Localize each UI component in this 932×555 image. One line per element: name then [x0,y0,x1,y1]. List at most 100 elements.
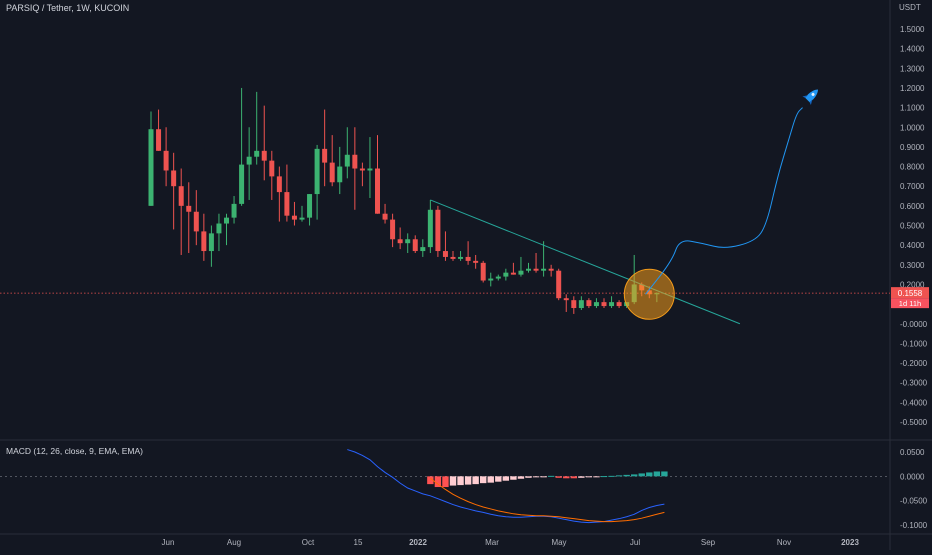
candle-down[interactable] [435,209,441,252]
candle-down[interactable] [601,302,607,307]
macd-histogram-bar[interactable] [631,474,638,477]
candle-down[interactable] [352,154,358,169]
candle-up[interactable] [314,148,320,195]
candle-down[interactable] [556,270,562,299]
candle-down[interactable] [359,168,365,171]
descending-trendline[interactable] [430,199,741,325]
candle-up[interactable] [246,156,252,165]
macd-histogram-bar[interactable] [578,476,585,478]
candle-up[interactable] [344,154,350,167]
candle-up[interactable] [148,129,154,206]
candle-down[interactable] [375,168,380,214]
macd-histogram-bar[interactable] [480,476,487,484]
candle-up[interactable] [609,302,615,307]
macd-histogram-bar[interactable] [608,475,615,477]
candle-up[interactable] [224,217,229,224]
macd-histogram-bar[interactable] [540,476,547,478]
macd-indicator-label[interactable]: MACD (12, 26, close, 9, EMA, EMA) [6,446,143,456]
candle-down[interactable] [480,262,486,281]
candle-down[interactable] [322,148,328,163]
macd-histogram-bar[interactable] [661,471,668,477]
highlight-circle[interactable] [623,268,675,320]
candle-up[interactable] [488,278,494,281]
candle-down[interactable] [465,256,471,261]
macd-histogram-bar[interactable] [563,476,570,479]
candle-up[interactable] [208,233,214,252]
candle-down[interactable] [193,211,199,232]
candle-up[interactable] [239,164,245,204]
macd-histogram-bar[interactable] [600,476,608,478]
candle-down[interactable] [284,192,290,216]
candle-up[interactable] [578,300,584,309]
macd-histogram-bar[interactable] [638,473,645,477]
candle-down[interactable] [186,205,192,212]
macd-histogram-bar[interactable] [442,476,449,488]
candle-down[interactable] [163,150,169,171]
candle-up[interactable] [216,223,222,234]
chart-title[interactable]: PARSIQ / Tether, 1W, KUCOIN [6,3,130,13]
candle-up[interactable] [405,239,411,244]
candle-up[interactable] [541,268,547,271]
candle-down[interactable] [586,300,592,307]
macd-histogram-bar[interactable] [615,475,623,477]
signal-line[interactable] [430,477,665,523]
annotations[interactable] [430,85,822,325]
macd-pane[interactable] [0,449,890,524]
macd-histogram-bar[interactable] [464,476,472,485]
candle-down[interactable] [616,302,622,307]
macd-histogram-bar[interactable] [532,476,540,478]
candle-up[interactable] [254,150,260,157]
candle-up[interactable] [337,166,343,183]
macd-line[interactable] [347,449,665,524]
candle-down[interactable] [276,176,282,193]
candle-down[interactable] [291,215,297,220]
candles[interactable] [148,87,660,314]
macd-histogram-bar[interactable] [495,476,502,482]
candle-down[interactable] [382,213,388,220]
macd-histogram-bar[interactable] [472,476,479,485]
candle-up[interactable] [367,168,373,171]
candle-down[interactable] [450,256,456,259]
candle-down[interactable] [390,219,396,240]
candle-down[interactable] [533,268,539,271]
candle-down[interactable] [412,239,418,252]
macd-histogram-bar[interactable] [555,476,562,478]
candle-down[interactable] [201,231,207,252]
projection-path[interactable] [645,107,803,295]
macd-histogram-bar[interactable] [525,476,532,478]
macd-histogram-bar[interactable] [502,476,510,481]
candle-up[interactable] [503,272,509,277]
candle-up[interactable] [427,209,433,248]
macd-histogram-bar[interactable] [593,476,600,478]
candle-up[interactable] [420,247,426,252]
candle-down[interactable] [156,129,162,151]
macd-histogram-bar[interactable] [510,476,517,480]
macd-histogram-bar[interactable] [457,476,464,486]
candle-down[interactable] [178,186,184,206]
macd-histogram-bar[interactable] [427,476,434,485]
macd-histogram-bar[interactable] [517,476,525,479]
candle-up[interactable] [231,203,237,218]
candle-down[interactable] [261,150,267,161]
candle-up[interactable] [307,194,313,218]
macd-histogram-bar[interactable] [487,476,494,483]
candle-down[interactable] [473,260,479,263]
macd-histogram-bar[interactable] [585,476,593,478]
candle-down[interactable] [571,300,577,309]
candle-down[interactable] [329,162,335,183]
macd-histogram-bar[interactable] [434,476,442,488]
candle-down[interactable] [442,251,448,257]
macd-histogram-bar[interactable] [653,471,661,477]
axes[interactable]: 1.5000 1.4000 1.3000 1.2000 1.1000 1.0000 0.90… [162,25,929,547]
candle-up[interactable] [458,256,464,259]
macd-histogram-bar[interactable] [646,472,653,477]
candle-up[interactable] [593,302,599,307]
candle-down[interactable] [548,268,554,271]
macd-histogram-bar[interactable] [570,476,577,479]
macd-histogram-bar[interactable] [449,476,457,486]
candle-down[interactable] [563,298,569,301]
price-unit-label[interactable]: USDT [899,3,921,12]
candle-up[interactable] [299,217,305,220]
candle-down[interactable] [397,239,403,244]
